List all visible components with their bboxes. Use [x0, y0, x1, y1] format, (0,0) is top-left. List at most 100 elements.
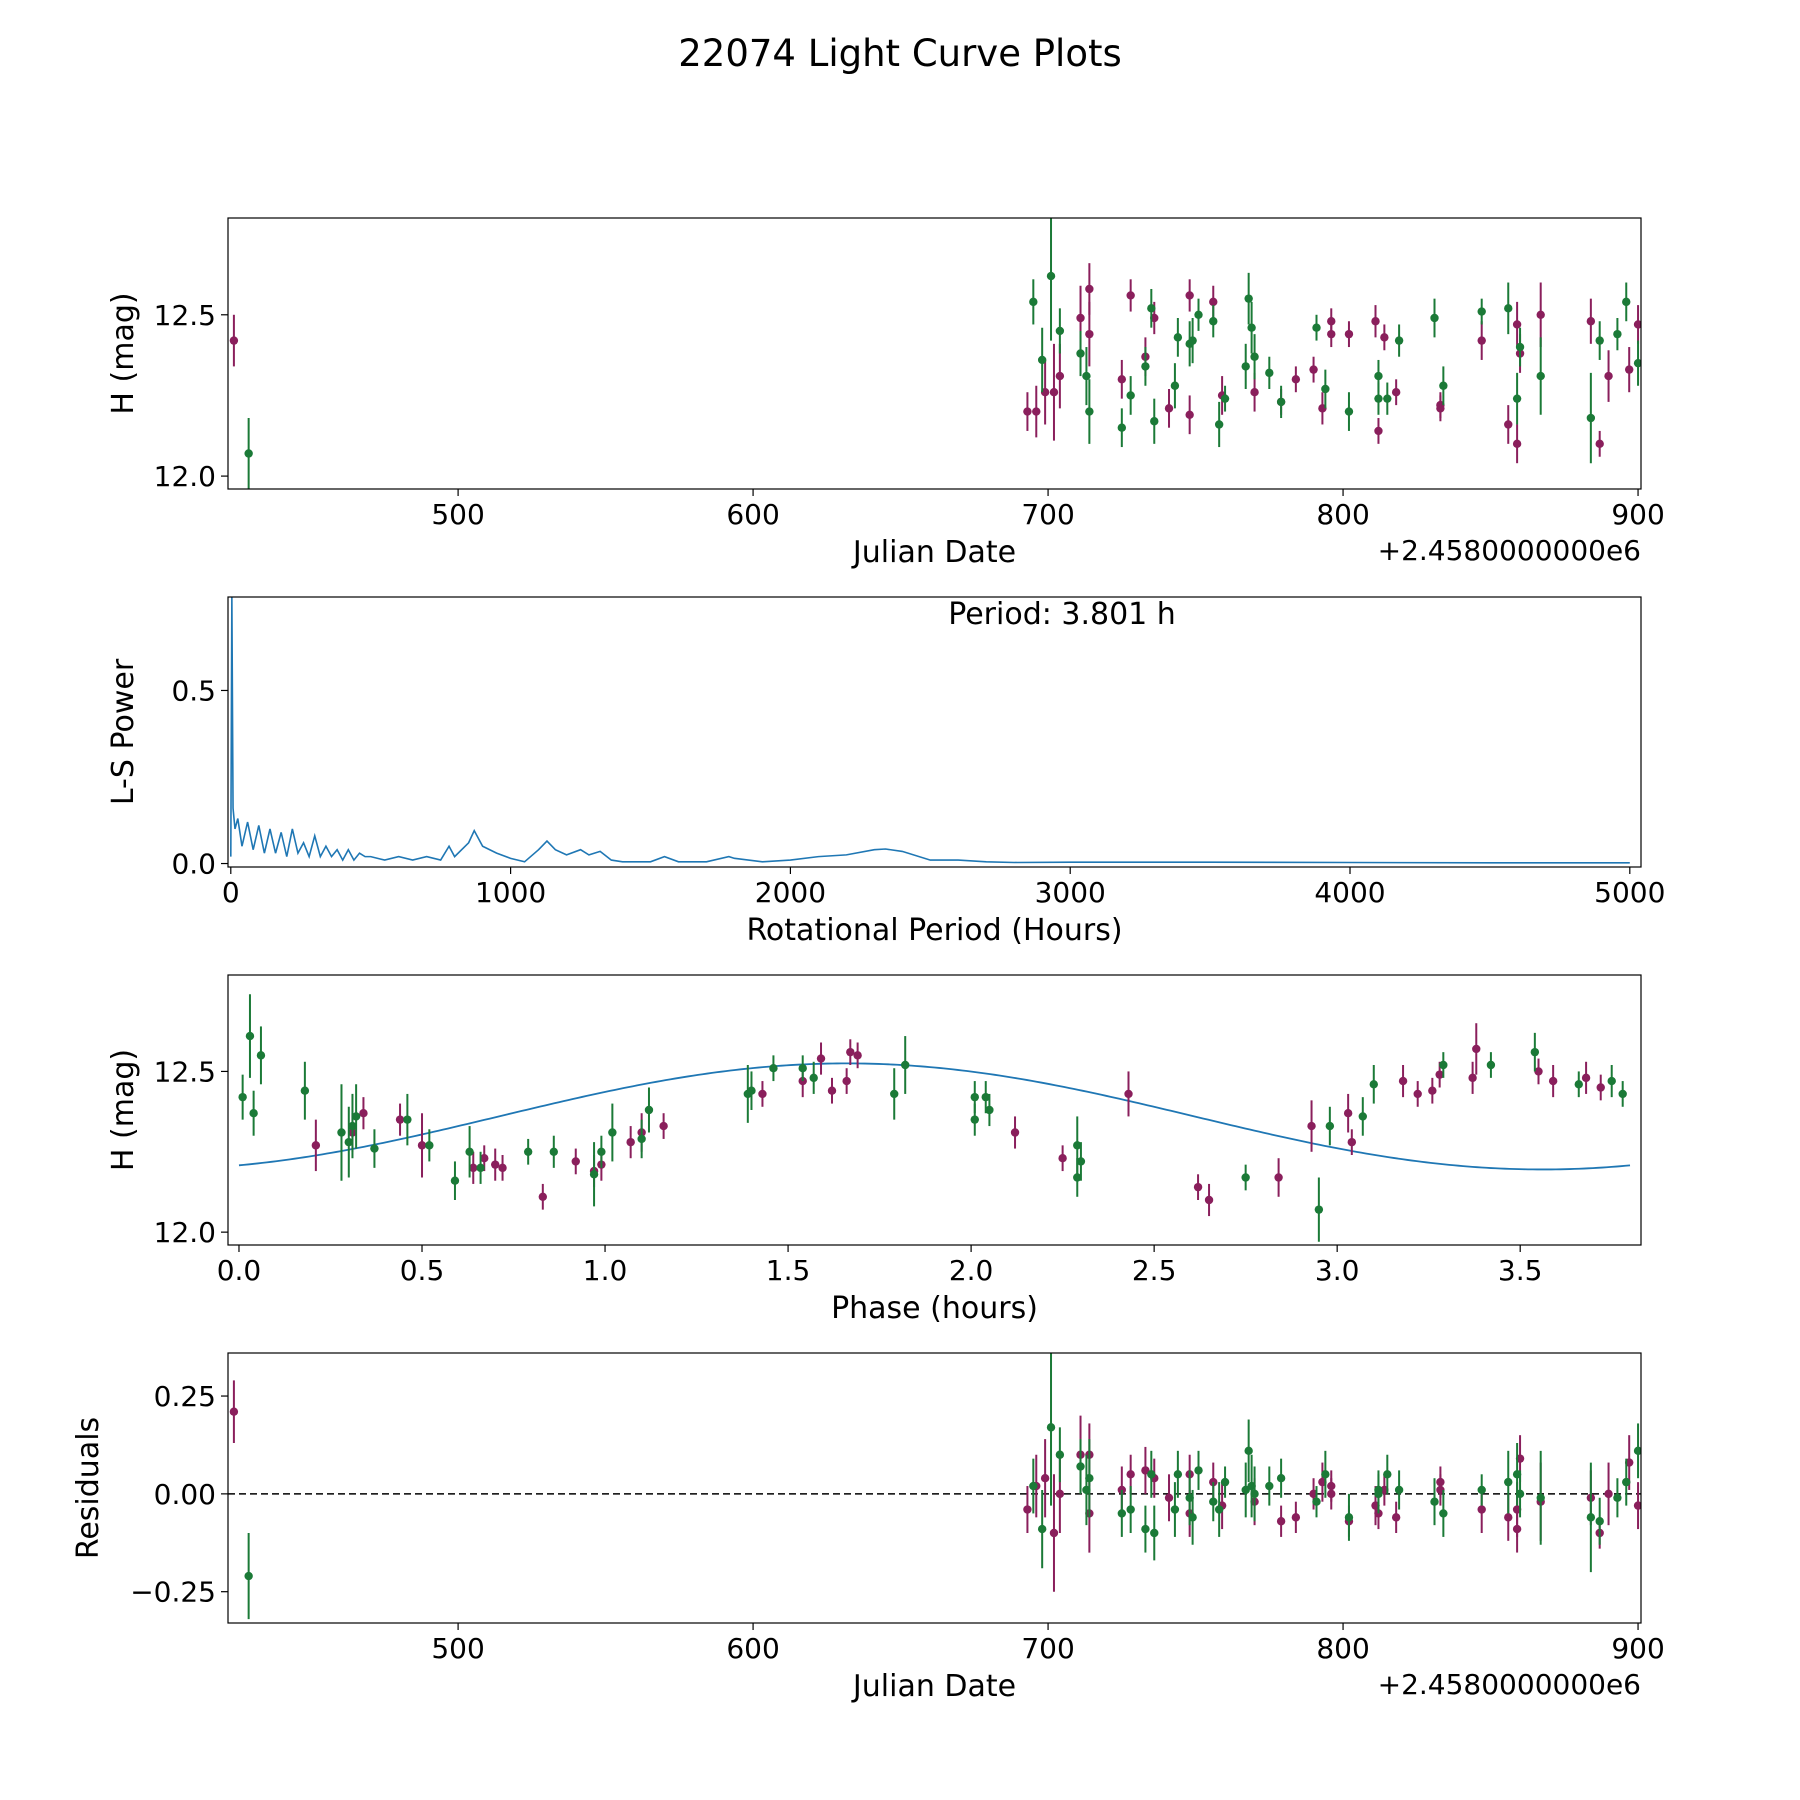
residuals-data-point: [1040, 1474, 1050, 1483]
lightcurve-data-point: [1622, 297, 1631, 307]
residuals-x-offset-label: +2.4580000000e6: [1378, 1668, 1641, 1701]
phased-data-point: [1010, 1128, 1020, 1137]
phased-data-point: [337, 1128, 346, 1137]
periodogram-xtick-label: 2000: [755, 876, 826, 909]
phased-xtick-label: 0.5: [400, 1254, 445, 1287]
periodogram-xtick-label: 5000: [1594, 876, 1665, 909]
residuals-data-point: [1291, 1513, 1301, 1522]
phased-fit-curve: [238, 1062, 1631, 1171]
lightcurve-data-point: [1374, 426, 1383, 436]
lightcurve-data-point: [1436, 404, 1445, 413]
phased-data-point: [311, 1141, 321, 1150]
residuals-data-point: [1595, 1517, 1604, 1526]
phased-data-point: [1468, 1073, 1477, 1083]
residuals-data-point: [1147, 1470, 1156, 1479]
lightcurve-data-point: [1023, 407, 1032, 416]
phased-data-point: [403, 1115, 412, 1124]
residuals-xtick-label: 500: [431, 1632, 484, 1665]
phased-data-point: [970, 1092, 979, 1102]
phased-data-point: [344, 1137, 354, 1147]
residuals-data-point: [1046, 1423, 1056, 1432]
lightcurve-data-point: [1188, 336, 1197, 345]
lightcurve-plot-area: [229, 218, 1641, 489]
residuals-data-point: [1209, 1497, 1218, 1506]
lightcurve-data-point: [1247, 323, 1256, 332]
residuals-data-point: [1515, 1489, 1525, 1499]
phased-data-point: [816, 1054, 826, 1063]
phased-axes-frame: [227, 974, 1642, 1246]
lightcurve-data-point: [1430, 313, 1439, 323]
lightcurve-data-point: [1244, 294, 1253, 303]
lightcurve-data-point: [1185, 410, 1194, 419]
residuals-data-point: [229, 1407, 239, 1416]
phased-data-point: [359, 1109, 368, 1118]
lightcurve-data-point: [1055, 371, 1065, 381]
residuals-data-point: [1117, 1509, 1127, 1518]
lightcurve-data-point: [1477, 307, 1486, 316]
phased-data-point: [758, 1089, 767, 1099]
phased-data-point: [300, 1086, 310, 1095]
phased-data-point: [1124, 1089, 1133, 1099]
residuals-data-point: [1504, 1513, 1513, 1522]
lightcurve-data-point: [1037, 355, 1047, 365]
lightcurve-x-offset-label: +2.4580000000e6: [1378, 534, 1641, 567]
periodogram-xtick-label: 0: [222, 876, 240, 909]
residuals-data-point: [1244, 1446, 1253, 1456]
residuals-data-point: [1029, 1481, 1038, 1491]
phased-data-point: [480, 1154, 489, 1163]
residuals-data-point: [1374, 1489, 1383, 1499]
phased-data-point: [1398, 1076, 1408, 1086]
residuals-data-point: [1265, 1481, 1274, 1491]
phased-data-point: [523, 1147, 533, 1156]
lightcurve-data-point: [1185, 291, 1194, 300]
residuals-data-point: [1250, 1489, 1259, 1499]
lightcurve-data-point: [1029, 297, 1038, 307]
lightcurve-data-point: [1214, 420, 1224, 429]
residuals-data-point: [1170, 1505, 1180, 1514]
periodogram-xlabel: Rotational Period (Hours): [746, 913, 1122, 948]
phased-data-point: [798, 1076, 807, 1086]
residuals-ytick-label: −0.25: [130, 1576, 216, 1609]
lightcurve-data-point: [1374, 394, 1383, 403]
lightcurve-data-point: [1477, 336, 1486, 345]
phased-data-point: [1428, 1086, 1437, 1095]
residuals-ytick-label: 0.00: [154, 1478, 216, 1511]
residuals-data-point: [1327, 1489, 1336, 1499]
residuals-data-point: [1049, 1528, 1059, 1538]
phased-data-point: [827, 1086, 837, 1095]
lightcurve-data-point: [244, 449, 253, 458]
lightcurve-data-point: [1265, 368, 1274, 378]
phased-data-point: [1530, 1047, 1540, 1057]
lightcurve-data-point: [1625, 365, 1634, 374]
lightcurve-data-point: [1344, 407, 1354, 416]
periodogram-series-line: [230, 597, 1630, 864]
lightcurve-data-point: [1586, 413, 1596, 423]
lightcurve-data-point: [1194, 310, 1203, 319]
phased-data-point: [842, 1076, 851, 1086]
residuals-data-point: [1037, 1524, 1047, 1534]
phased-ytick-label: 12.0: [154, 1216, 216, 1249]
lightcurve-data-point: [1595, 439, 1604, 449]
phased-data-point: [1607, 1076, 1616, 1086]
phased-data-point: [589, 1170, 599, 1179]
residuals-data-point: [1150, 1528, 1159, 1538]
residuals-data-point: [1536, 1493, 1545, 1502]
phased-data-point: [1314, 1205, 1324, 1214]
phased-data-point: [1358, 1112, 1367, 1121]
phased-data-point: [1581, 1073, 1591, 1083]
lightcurve-data-point: [1504, 304, 1513, 313]
phased-data-point: [1618, 1089, 1627, 1099]
residuals-data-point: [1477, 1485, 1486, 1495]
lightcurve-data-point: [1046, 271, 1056, 281]
lightcurve-data-point: [1394, 336, 1404, 345]
residuals-data-point: [1622, 1477, 1631, 1487]
lightcurve-series-1: [244, 218, 1641, 489]
lightcurve-data-point: [1613, 329, 1622, 339]
residuals-data-point: [1194, 1466, 1203, 1475]
residuals-xtick-label: 800: [1316, 1632, 1369, 1665]
phased-series-1: [238, 994, 1627, 1242]
residuals-data-point: [1633, 1446, 1641, 1456]
phased-data-point: [465, 1147, 474, 1156]
lightcurve-data-point: [1250, 388, 1259, 397]
residuals-data-point: [1276, 1474, 1286, 1483]
